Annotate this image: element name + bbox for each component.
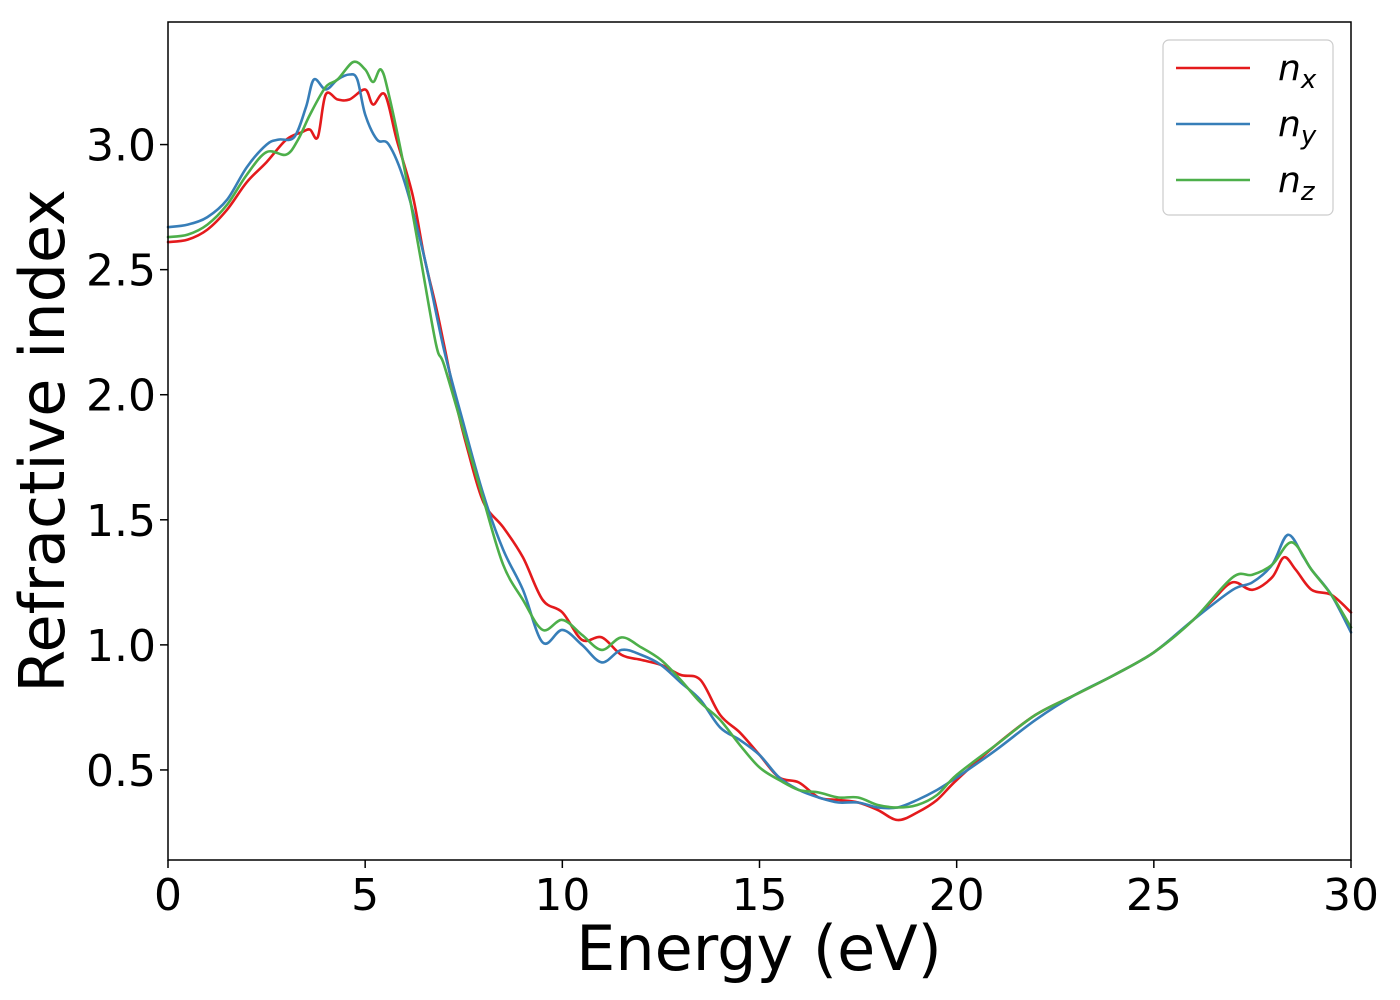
legend-label-y: ny <box>1278 104 1317 151</box>
y-tick-label: 2.5 <box>86 246 156 297</box>
x-tick-label: 5 <box>351 870 379 921</box>
x-axis-label: Energy (eV) <box>576 912 942 985</box>
y-tick-label: 2.0 <box>86 371 156 422</box>
legend-label-z: nz <box>1278 160 1316 207</box>
legend-label-x: nx <box>1278 48 1317 95</box>
tick-layer: 0 5 10 15 20 25 30 0.5 1.0 1.5 2.0 2.5 3.0 <box>86 121 1379 921</box>
x-tick-label: 30 <box>1323 870 1379 921</box>
y-tick-label: 1.5 <box>86 496 156 547</box>
y-tick-label: 0.5 <box>86 746 156 797</box>
x-tick-label: 0 <box>154 870 182 921</box>
x-tick-label: 20 <box>929 870 985 921</box>
legend: nx ny nz <box>1162 39 1334 216</box>
x-tick-label: 25 <box>1126 870 1182 921</box>
x-tick-label: 15 <box>732 870 788 921</box>
series-line-z <box>166 60 1353 809</box>
series-layer <box>166 60 1353 822</box>
legend-box <box>1162 39 1334 216</box>
y-tick-label: 1.0 <box>86 621 156 672</box>
y-axis-label: Refractive index <box>6 189 79 693</box>
y-tick-label: 3.0 <box>86 121 156 172</box>
x-tick-label: 10 <box>534 870 590 921</box>
